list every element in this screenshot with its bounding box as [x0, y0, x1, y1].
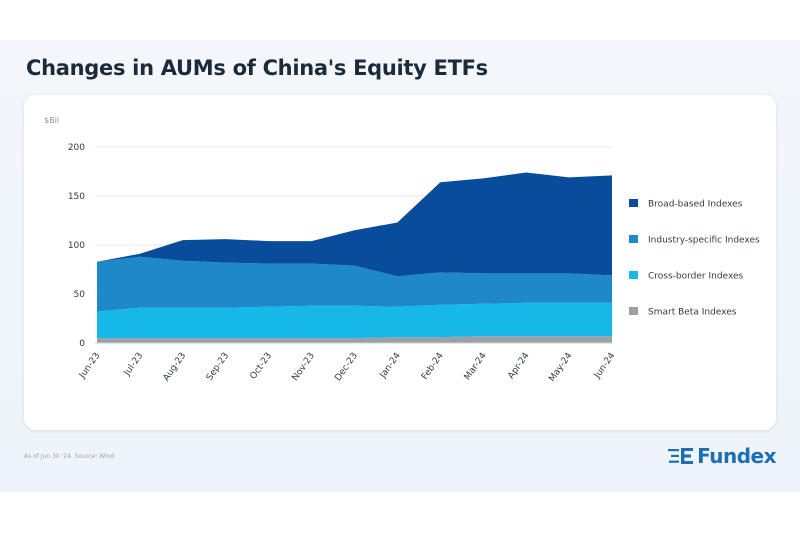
x-tick-label: Aug-23 [162, 351, 189, 383]
area-broad [97, 172, 612, 277]
y-tick-label: 50 [74, 290, 86, 300]
legend-label-industry: Industry-specific Indexes [648, 236, 760, 246]
y-tick-label: 100 [68, 241, 85, 251]
brand-name: Fundex [697, 444, 776, 468]
x-tick-label: Jan-24 [378, 351, 403, 381]
area-cross [97, 302, 612, 339]
legend-swatch-broad [629, 199, 638, 207]
area-chart: 0 50 100 150 200 $Bil Jun-23 Jul-23 Aug-23 Sep-23… [44, 116, 760, 384]
stacked-areas [97, 172, 612, 343]
y-tick-label: 0 [79, 339, 85, 349]
chart-title: Changes in AUMs of China's Equity ETFs [26, 56, 488, 80]
fundex-logo-icon [668, 448, 694, 464]
x-tick-label: Oct-23 [249, 351, 275, 382]
y-tick-label: 200 [68, 143, 85, 153]
x-tick-label: Sep-23 [205, 351, 231, 383]
chart-card: 0 50 100 150 200 $Bil Jun-23 Jul-23 Aug-23 Sep-23… [24, 95, 776, 430]
legend-swatch-smart [629, 307, 638, 315]
brand-logo: Fundex [668, 443, 776, 469]
legend-swatch-industry [629, 235, 638, 243]
legend-swatch-cross [629, 271, 638, 279]
infographic-panel: Changes in AUMs of China's Equity ETFs 0… [0, 40, 800, 492]
x-tick-label: Apr-24 [506, 351, 531, 381]
x-tick-label: May-24 [547, 351, 574, 384]
x-tick-label: Feb-24 [420, 351, 446, 382]
source-note: As of Jun 30 '24. Source: Wind [24, 453, 115, 460]
area-industry [97, 256, 612, 312]
legend-label-smart: Smart Beta Indexes [648, 308, 737, 318]
legend: Broad-based Indexes Industry-specific Ind… [629, 199, 760, 318]
x-tick-label: Dec-23 [333, 351, 360, 383]
x-tick-label: Jun-23 [77, 351, 102, 381]
y-tick-label: 150 [68, 192, 85, 202]
y-unit-label: $Bil [44, 116, 59, 125]
area-smart [97, 336, 612, 343]
x-tick-label: Nov-23 [290, 351, 317, 383]
legend-label-broad: Broad-based Indexes [648, 200, 743, 210]
x-tick-label: Jun-24 [592, 351, 617, 381]
x-tick-label: Jul-23 [122, 351, 145, 378]
x-tick-label: Mar-24 [463, 351, 489, 382]
legend-label-cross: Cross-border Indexes [648, 272, 744, 282]
